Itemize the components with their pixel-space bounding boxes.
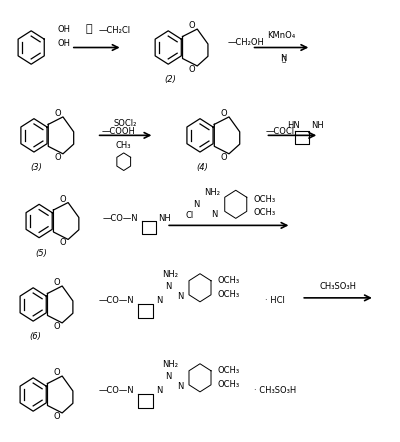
Text: N: N [165, 372, 172, 381]
Text: O: O [60, 194, 66, 203]
Text: OH: OH [57, 25, 70, 34]
Text: O: O [54, 153, 61, 162]
Text: NH₂: NH₂ [162, 270, 178, 279]
Text: N: N [177, 292, 183, 301]
Text: NH₂: NH₂ [162, 360, 178, 369]
Text: · CH₃SO₃H: · CH₃SO₃H [254, 385, 296, 395]
Text: KMnO₄: KMnO₄ [267, 30, 296, 40]
Text: NH: NH [158, 214, 171, 223]
Text: Cl: Cl [186, 211, 194, 220]
Text: ⌒: ⌒ [86, 24, 92, 34]
Text: N: N [280, 54, 287, 63]
Text: —CO—N: —CO—N [99, 386, 134, 396]
Text: (3): (3) [30, 163, 42, 172]
Text: OH: OH [57, 39, 70, 49]
Text: —CO—N: —CO—N [99, 297, 134, 305]
Text: —COCl: —COCl [266, 127, 295, 136]
Text: N: N [193, 200, 199, 209]
Text: N: N [156, 386, 163, 396]
Text: CH₃SO₃H: CH₃SO₃H [320, 282, 357, 290]
Text: —CO—N: —CO—N [103, 214, 138, 223]
Text: —CH₂Cl: —CH₂Cl [99, 27, 131, 35]
Text: (4): (4) [196, 163, 208, 172]
Text: O: O [54, 368, 60, 377]
Text: OCH₃: OCH₃ [218, 366, 240, 375]
Text: OCH₃: OCH₃ [254, 208, 276, 217]
Text: HN: HN [287, 121, 300, 130]
Text: O: O [220, 109, 227, 118]
Text: N: N [211, 210, 217, 219]
Text: OCH₃: OCH₃ [218, 276, 240, 285]
Text: CH₃: CH₃ [116, 141, 132, 149]
Text: —COOH: —COOH [102, 127, 135, 136]
Text: O: O [220, 153, 227, 162]
Text: (6): (6) [29, 332, 41, 341]
Text: N: N [156, 297, 163, 305]
Text: OCH₃: OCH₃ [218, 380, 240, 389]
Text: OCH₃: OCH₃ [218, 290, 240, 299]
Text: O: O [189, 65, 195, 74]
Text: NH: NH [311, 121, 324, 130]
Text: O: O [54, 412, 60, 421]
Text: (2): (2) [164, 75, 176, 84]
Text: · HCl: · HCl [265, 296, 285, 305]
Text: OCH₃: OCH₃ [254, 195, 276, 204]
Text: O: O [189, 21, 195, 30]
Text: NH₂: NH₂ [204, 188, 220, 197]
Text: N: N [177, 382, 183, 391]
Text: O: O [54, 278, 60, 287]
Text: N: N [165, 282, 172, 290]
Text: 🔵: 🔵 [281, 55, 286, 62]
Text: —CH₂OH: —CH₂OH [228, 38, 265, 47]
Text: (5): (5) [35, 248, 47, 258]
Text: O: O [54, 322, 60, 331]
Text: SOCl₂: SOCl₂ [114, 118, 137, 128]
Text: O: O [54, 109, 61, 118]
Text: O: O [60, 239, 66, 248]
